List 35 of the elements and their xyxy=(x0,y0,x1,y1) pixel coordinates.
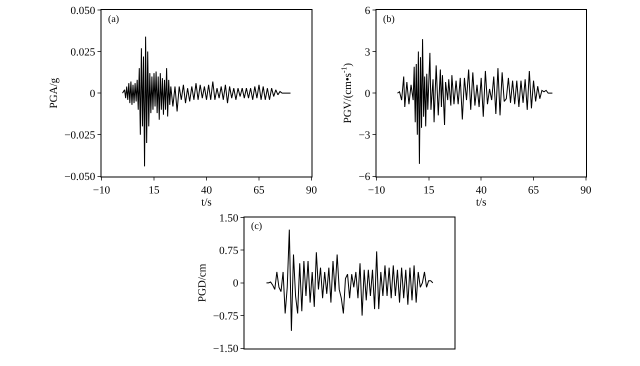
y-tick-label: −0.75 xyxy=(212,310,239,322)
x-tick-label: 90 xyxy=(306,184,318,197)
x-tick-label: 90 xyxy=(580,184,592,197)
y-tick-label: 0.050 xyxy=(70,4,96,17)
y-tick-label: 0 xyxy=(232,278,239,290)
y-tick-label: 0 xyxy=(90,88,96,100)
x-tick-label: −10 xyxy=(368,184,386,197)
y-tick-label: 0 xyxy=(364,88,371,100)
y-tick-label: −6 xyxy=(358,171,371,184)
y-tick-label: −0.050 xyxy=(64,171,96,184)
y-tick-label: −1.50 xyxy=(212,343,239,356)
x-tick-label: 40 xyxy=(476,184,488,197)
y-tick-label: −3 xyxy=(358,130,371,142)
x-axis-title: t/s xyxy=(201,196,212,209)
chart-title: (b) xyxy=(383,14,395,25)
y-tick-label: −0.025 xyxy=(64,130,96,142)
line-series xyxy=(266,229,434,332)
line-series xyxy=(122,36,291,167)
x-tick-label: 15 xyxy=(148,184,160,197)
chart-title: (a) xyxy=(108,14,120,25)
x-tick-label: 65 xyxy=(254,184,265,197)
y-tick-label: 0.025 xyxy=(70,46,96,58)
x-axis-title: t/s xyxy=(476,196,486,209)
y-tick-label: 0.75 xyxy=(219,244,239,257)
y-axis-title: PGA/g xyxy=(48,77,60,108)
chart-title: (c) xyxy=(251,221,262,232)
y-tick-label: 6 xyxy=(364,4,371,17)
line-series xyxy=(396,38,553,164)
y-tick-label: 1.50 xyxy=(219,212,239,224)
x-tick-label: 15 xyxy=(423,184,435,197)
y-tick-label: 3 xyxy=(364,46,371,58)
x-tick-label: −10 xyxy=(92,184,111,197)
x-tick-label: 40 xyxy=(201,184,212,197)
x-tick-label: 65 xyxy=(528,184,540,197)
y-axis-title: PGD/cm xyxy=(196,263,209,302)
